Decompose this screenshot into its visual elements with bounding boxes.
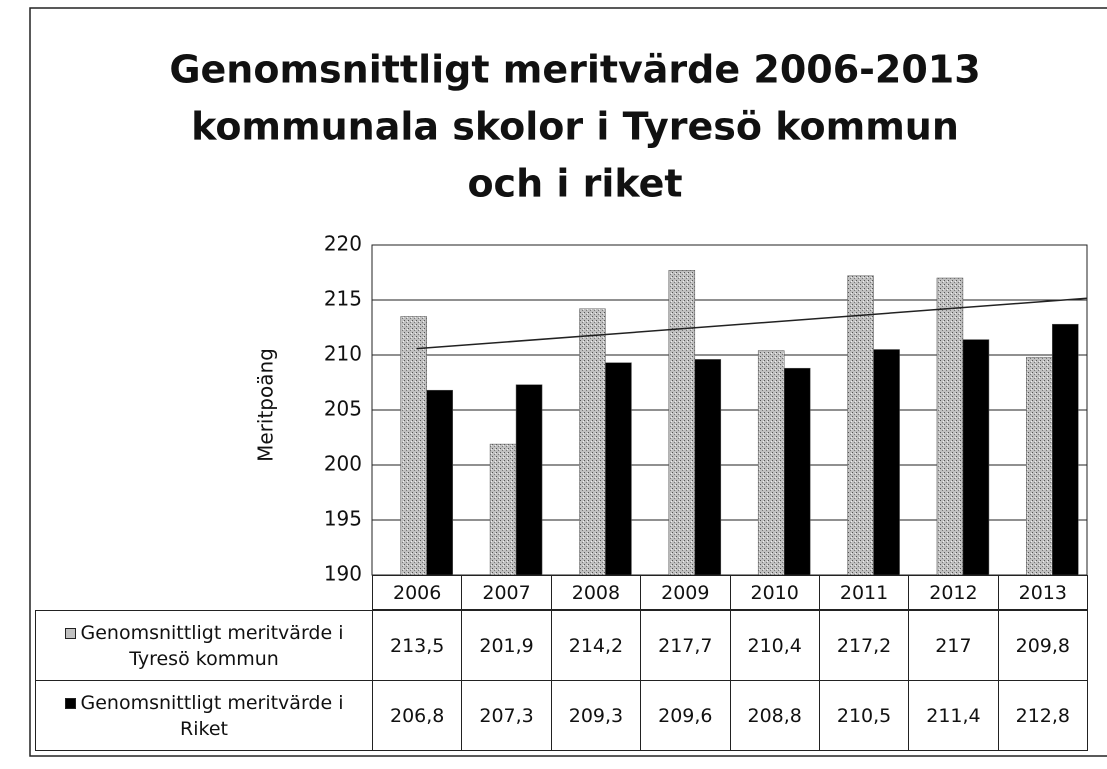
x-tick-label: 2006 (372, 575, 463, 610)
cell-text: 211,4 (926, 704, 981, 727)
data-label: 217 (908, 610, 999, 681)
y-tick-label: 220 (324, 232, 362, 256)
legend-cell: Genomsnittligt meritvärde i Tyresö kommu… (35, 610, 373, 681)
cell-text: 212,8 (1015, 704, 1071, 727)
y-tick-label: 195 (324, 507, 362, 531)
bar (1026, 356, 1053, 576)
data-label: 201,9 (461, 610, 552, 681)
legend-label: Genomsnittligt meritvärde i Riket (80, 691, 344, 740)
cell-text: 210,4 (747, 634, 802, 657)
cell-text: 2013 (1018, 581, 1067, 604)
data-label: 209,8 (997, 610, 1088, 681)
x-tick-label: 2009 (640, 575, 731, 610)
bar (783, 367, 811, 576)
chart-title: och i riket (467, 162, 682, 206)
data-label: 213,5 (372, 610, 463, 681)
bar (668, 270, 696, 576)
cell-text: 2010 (750, 581, 799, 604)
cell-text: 209,3 (568, 704, 624, 727)
data-label: 210,5 (818, 680, 910, 751)
data-label: 208,8 (729, 680, 820, 751)
data-label: 214,2 (550, 610, 642, 681)
cell-text: 2006 (393, 581, 442, 604)
y-axis-label: Meritpoäng (254, 348, 278, 462)
cell-text: 213,5 (389, 634, 445, 657)
data-label: 207,3 (461, 680, 552, 751)
x-tick-label: 2013 (997, 575, 1088, 610)
cell-text: 201,9 (479, 634, 534, 657)
cell-text: 207,3 (479, 704, 534, 727)
bar (400, 316, 427, 576)
bar (1052, 323, 1079, 576)
bar (426, 389, 453, 576)
x-tick-label: 2012 (908, 575, 999, 610)
cell-text: 217,7 (658, 634, 713, 657)
bar (515, 384, 543, 576)
cell-text: 209,6 (658, 704, 713, 727)
data-label: 209,6 (640, 680, 731, 751)
chart-title: kommunala skolor i Tyresö kommun (191, 105, 959, 149)
cell-text: 206,8 (389, 704, 445, 727)
cell-text: 217,2 (836, 634, 892, 657)
bar (847, 275, 874, 576)
x-tick-label: 2007 (461, 575, 552, 610)
frame (29, 7, 1107, 757)
cell-text: 2012 (929, 581, 978, 604)
y-tick-label: 200 (324, 452, 362, 476)
cell-text: 2007 (482, 581, 531, 604)
y-tick-label: 215 (324, 287, 362, 311)
data-label: 206,8 (372, 680, 463, 751)
data-label: 212,8 (997, 680, 1088, 751)
x-tick-label: 2011 (818, 575, 910, 610)
x-tick-label: 2008 (550, 575, 642, 610)
data-label: 217,7 (640, 610, 731, 681)
bar (962, 339, 990, 576)
y-tick-label: 190 (324, 562, 362, 586)
legend-entry: Genomsnittligt meritvärde i Riket (42, 690, 366, 742)
cell-text: 2011 (839, 581, 889, 604)
cell-text: 210,5 (836, 704, 892, 727)
bar (873, 349, 900, 576)
data-label: 210,4 (729, 610, 820, 681)
x-tick-label: 2010 (729, 575, 820, 610)
bar (757, 350, 785, 576)
cell-text: 208,8 (747, 704, 802, 727)
legend-swatch (64, 627, 76, 639)
cell-text: 2009 (661, 581, 710, 604)
data-label: 211,4 (908, 680, 999, 751)
data-label: 209,3 (550, 680, 642, 751)
cell-text: 217 (935, 634, 972, 657)
legend-label: Genomsnittligt meritvärde i Tyresö kommu… (80, 621, 344, 670)
bar (605, 362, 632, 576)
bar (489, 443, 517, 576)
y-tick-label: 210 (324, 342, 362, 366)
y-tick-label: 205 (324, 397, 362, 421)
trendline (416, 297, 1088, 350)
legend-cell: Genomsnittligt meritvärde i Riket (35, 680, 373, 751)
bar (579, 308, 606, 576)
legend-entry: Genomsnittligt meritvärde i Tyresö kommu… (42, 620, 366, 672)
legend-swatch (64, 697, 76, 709)
bar (694, 359, 722, 576)
data-label: 217,2 (818, 610, 910, 681)
cell-text: 209,8 (1015, 634, 1071, 657)
cell-text: 2008 (571, 581, 621, 604)
bar (936, 277, 964, 576)
chart-title: Genomsnittligt meritvärde 2006-2013 (169, 48, 980, 92)
cell-text: 214,2 (568, 634, 624, 657)
